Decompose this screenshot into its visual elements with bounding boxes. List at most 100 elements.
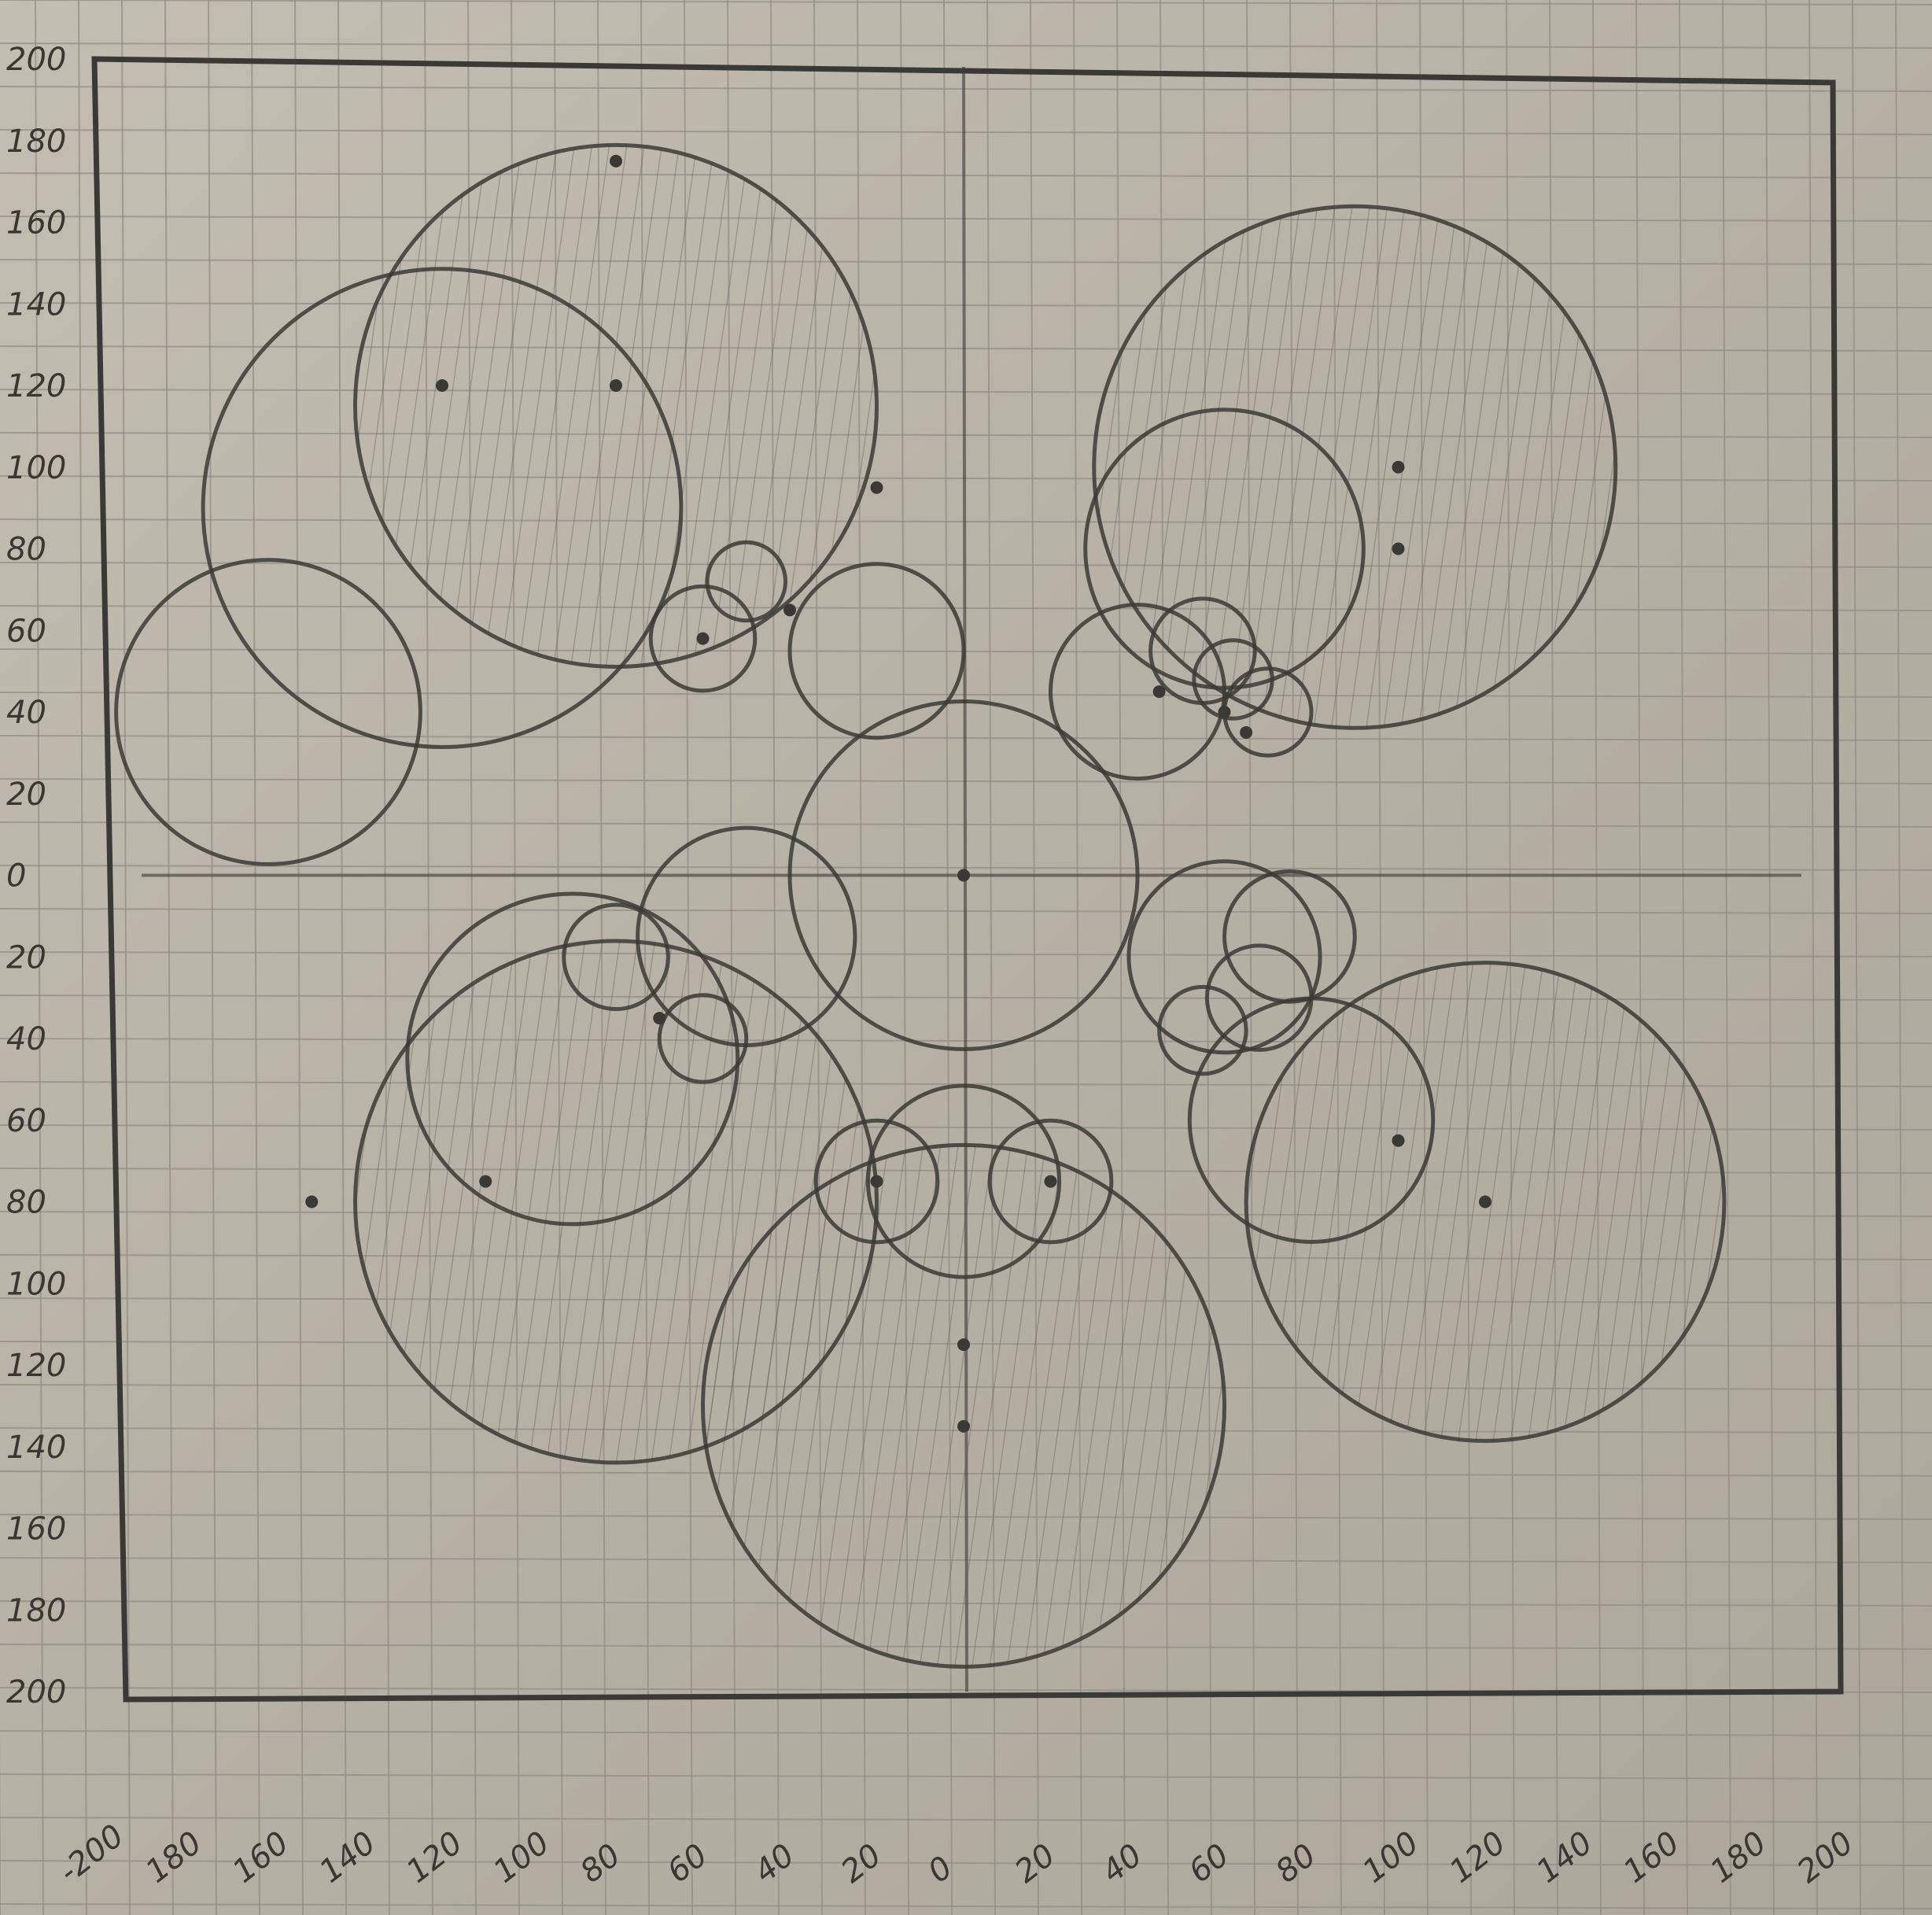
y-axis-tick-label: 120 — [6, 368, 66, 404]
grid-line-vertical — [1895, 0, 1904, 1915]
grid-line-vertical — [337, 0, 347, 1915]
grid-line-vertical — [208, 0, 217, 1915]
center-dot — [1044, 1175, 1057, 1188]
center-dot — [1479, 1195, 1491, 1208]
x-axis-tick-label: 100 — [487, 1825, 556, 1890]
y-axis-tick-label: 180 — [6, 1592, 66, 1629]
y-axis-tick-label: 160 — [6, 1511, 66, 1548]
center-dot — [1392, 542, 1405, 555]
y-axis-tick-label: 200 — [6, 42, 66, 78]
y-axis-tick-label: 60 — [6, 1103, 46, 1139]
center-dot — [957, 1419, 970, 1433]
grid-line-vertical — [35, 0, 44, 1915]
grid-line-vertical — [1852, 0, 1861, 1915]
grid-line-horizontal — [0, 42, 1932, 49]
y-axis-tick-label: 40 — [6, 695, 46, 731]
grid-line-vertical — [1549, 0, 1558, 1915]
pencil-circle — [657, 993, 749, 1084]
center-dot — [305, 1195, 319, 1208]
x-axis-tick-label: 80 — [1269, 1837, 1322, 1891]
x-axis-tick-label: 160 — [1617, 1825, 1686, 1890]
grid-line-horizontal — [0, 86, 1932, 92]
y-axis-tick-label: 20 — [6, 777, 46, 813]
x-axis-tick-label: 40 — [1095, 1837, 1149, 1891]
grid-line-vertical — [164, 0, 174, 1915]
grid-line-vertical — [121, 0, 131, 1915]
y-axis-tick-label: 180 — [6, 124, 66, 160]
pencil-circle — [1244, 961, 1727, 1443]
pencil-circle — [1192, 638, 1274, 721]
y-axis-tick-label: 80 — [6, 1185, 46, 1221]
grid-line-vertical — [1808, 0, 1818, 1915]
pencil-circle — [813, 1118, 940, 1245]
grid-line-horizontal — [0, 129, 1932, 135]
center-dot — [957, 869, 970, 882]
x-axis-tick-label: 60 — [1182, 1837, 1236, 1891]
x-axis-tick-label: 140 — [1530, 1825, 1599, 1890]
x-axis-tick-label: 20 — [1008, 1837, 1062, 1891]
grid-line-vertical — [1592, 0, 1602, 1915]
center-dot — [610, 379, 622, 392]
grid-line-horizontal — [0, 0, 1932, 6]
y-axis-tick-label: 40 — [6, 1021, 46, 1057]
plot-frame — [91, 56, 1844, 1703]
x-axis-tick-label: 180 — [139, 1825, 208, 1890]
center-dot — [653, 1012, 666, 1025]
y-axis-tick-label: 0 — [6, 858, 26, 895]
y-axis-tick-label: 100 — [6, 450, 66, 486]
y-axis-tick-label: 140 — [6, 1430, 66, 1466]
y-axis-tick-label: 200 — [6, 1674, 66, 1710]
pencil-circle — [701, 1142, 1226, 1669]
pencil-circle — [787, 562, 966, 740]
shaded-petal — [702, 1145, 1225, 1667]
x-axis-tick-label: 120 — [400, 1825, 469, 1890]
pencil-circle — [114, 558, 422, 866]
center-dot — [1240, 725, 1253, 739]
pencil-circle — [1092, 204, 1618, 730]
pencil-circle — [405, 891, 740, 1227]
grid-line-horizontal — [0, 1817, 1932, 1823]
pencil-circle — [1204, 943, 1314, 1052]
pencil-circle — [987, 1118, 1114, 1245]
x-axis-tick-label: 60 — [661, 1837, 714, 1891]
pencil-circle — [1126, 859, 1322, 1055]
grid-line-vertical — [251, 0, 260, 1915]
center-dot — [696, 632, 710, 645]
x-axis-tick-label: 180 — [1704, 1825, 1773, 1890]
grid-line-horizontal — [0, 259, 1932, 265]
pencil-circle — [1222, 869, 1357, 1004]
pencil-circle — [787, 699, 1140, 1051]
center-dot — [479, 1175, 492, 1188]
y-axis-tick-label: 140 — [6, 286, 66, 323]
y-axis-tick-label: 80 — [6, 532, 46, 568]
grid-line-vertical — [1635, 0, 1645, 1915]
grid-line-horizontal — [0, 1773, 1932, 1780]
x-axis-tick-label: 0 — [921, 1850, 959, 1891]
x-axis-tick-label: -200 — [52, 1817, 131, 1890]
center-dot — [957, 1338, 970, 1352]
pencil-circle — [201, 267, 684, 749]
center-dot — [1392, 1134, 1405, 1147]
pencil-circle — [1157, 984, 1248, 1076]
pencil-circle — [705, 540, 787, 623]
pencil-circle — [562, 902, 670, 1012]
center-dot — [783, 603, 796, 617]
center-dot — [870, 481, 883, 494]
grid-line-horizontal — [0, 1903, 1932, 1909]
grid-line-vertical — [1679, 0, 1688, 1915]
pencil-circle — [353, 142, 879, 669]
y-axis-tick-label: 120 — [6, 1348, 66, 1384]
shaded-petal — [1093, 206, 1616, 729]
center-dot — [870, 1175, 883, 1188]
grid-line-horizontal — [0, 432, 1932, 438]
grid-line-horizontal — [0, 216, 1932, 222]
center-dot — [1392, 460, 1405, 474]
x-axis-tick-label: 80 — [573, 1837, 627, 1891]
pencil-circle — [865, 1083, 1062, 1279]
grid-line-horizontal — [0, 1860, 1932, 1866]
pencil-circle — [648, 584, 758, 693]
center-dot — [1152, 685, 1166, 699]
y-axis-tick-label: 100 — [6, 1266, 66, 1302]
